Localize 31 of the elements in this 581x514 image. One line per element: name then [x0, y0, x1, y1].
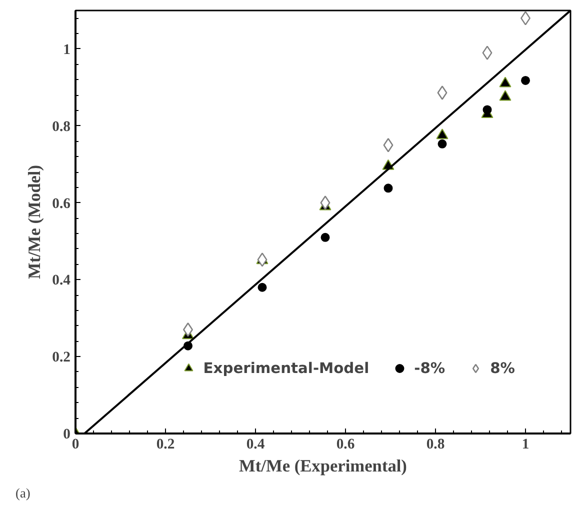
text: (a) [16, 486, 30, 500]
point [482, 105, 492, 114]
y-tick-label: 0 [63, 426, 70, 442]
point [384, 184, 393, 193]
point [438, 139, 447, 148]
point [320, 232, 330, 242]
x-tick-label: 0.6 [336, 436, 355, 452]
y-tick-label: 0.2 [52, 350, 71, 366]
point [437, 86, 448, 100]
point [257, 252, 268, 267]
point [436, 128, 448, 140]
x-tick-label: 1 [522, 436, 530, 452]
point [320, 196, 330, 210]
point [521, 76, 530, 85]
y-tick-label: 0.6 [52, 196, 71, 212]
x-tick-label: 0.8 [426, 436, 445, 452]
point [383, 138, 394, 152]
y-tick-label: 0.8 [52, 118, 71, 135]
point [499, 76, 512, 88]
point [258, 282, 267, 292]
x-tick-label: 0.2 [156, 436, 175, 452]
x-axis-title: Mt/Me (Experimental) [239, 456, 408, 476]
y-axis-title: Mt/Me (Model) [25, 164, 44, 280]
legend-label: Experimental-Model [203, 360, 370, 376]
point [499, 90, 512, 101]
y-tick-label: 1 [63, 42, 70, 58]
point [482, 46, 492, 60]
legend-label: 8% [490, 360, 515, 376]
y-tick-label: 0.4 [52, 272, 72, 289]
x-tick-label: 0.4 [246, 436, 266, 452]
legend-label: -8% [414, 360, 446, 376]
